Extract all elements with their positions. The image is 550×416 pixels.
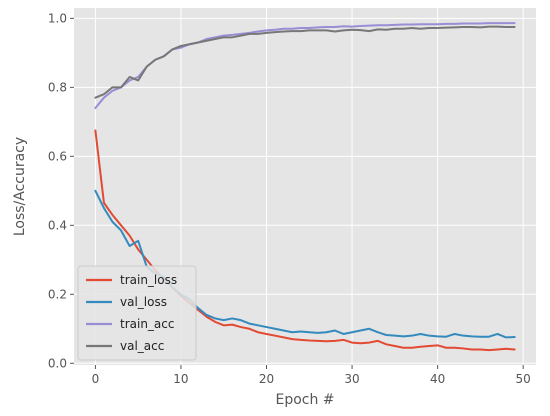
y-tick-label: 0.0 xyxy=(48,356,67,370)
x-tick-label: 0 xyxy=(92,372,100,386)
y-tick-label: 1.0 xyxy=(48,11,67,25)
x-tick-label: 10 xyxy=(173,372,188,386)
x-tick-label: 30 xyxy=(344,372,359,386)
axis-labels: Epoch # Loss/Accuracy xyxy=(12,137,335,408)
x-tick-label: 40 xyxy=(430,372,445,386)
legend-label: val_acc xyxy=(120,339,164,353)
x-axis-label: Epoch # xyxy=(275,392,334,408)
legend-box xyxy=(77,265,197,361)
legend-label: train_acc xyxy=(120,317,174,331)
y-axis-label: Loss/Accuracy xyxy=(12,137,28,236)
legend: train_loss val_loss train_acc val_acc xyxy=(77,265,197,361)
ticks: 0 10 20 30 40 50 0.0 0.2 0.4 0.6 0.8 1.0 xyxy=(48,11,531,386)
y-tick-label: 0.8 xyxy=(48,80,67,94)
y-tick-label: 0.4 xyxy=(48,218,67,232)
x-tick-label: 20 xyxy=(259,372,274,386)
y-tick-label: 0.6 xyxy=(48,149,67,163)
y-tick-label: 0.2 xyxy=(48,287,67,301)
x-tick-label: 50 xyxy=(516,372,531,386)
legend-label: train_loss xyxy=(120,273,177,287)
series-line-val-acc xyxy=(94,25,516,99)
legend-label: val_loss xyxy=(120,295,167,309)
